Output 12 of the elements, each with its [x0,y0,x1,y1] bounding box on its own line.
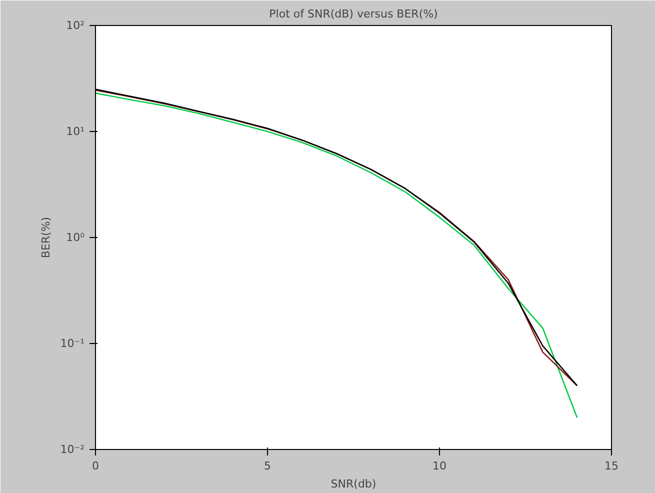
chart-title: Plot of SNR(dB) versus BER(%) [269,8,438,20]
x-tick-label: 15 [604,460,618,472]
y-axis-title: BER(%) [39,216,52,258]
y-tick-label: 10⁻² [60,443,85,456]
x-tick-label: 0 [92,460,99,472]
y-tick-label: 10⁻¹ [60,337,85,350]
x-axis-title: SNR(db) [330,478,376,490]
y-tick-label: 10¹ [66,125,85,138]
x-tick-label: 10 [432,460,446,472]
y-tick-label: 10⁰ [66,231,86,244]
x-tick-label: 5 [264,460,271,472]
y-tick-label: 10² [66,19,85,32]
